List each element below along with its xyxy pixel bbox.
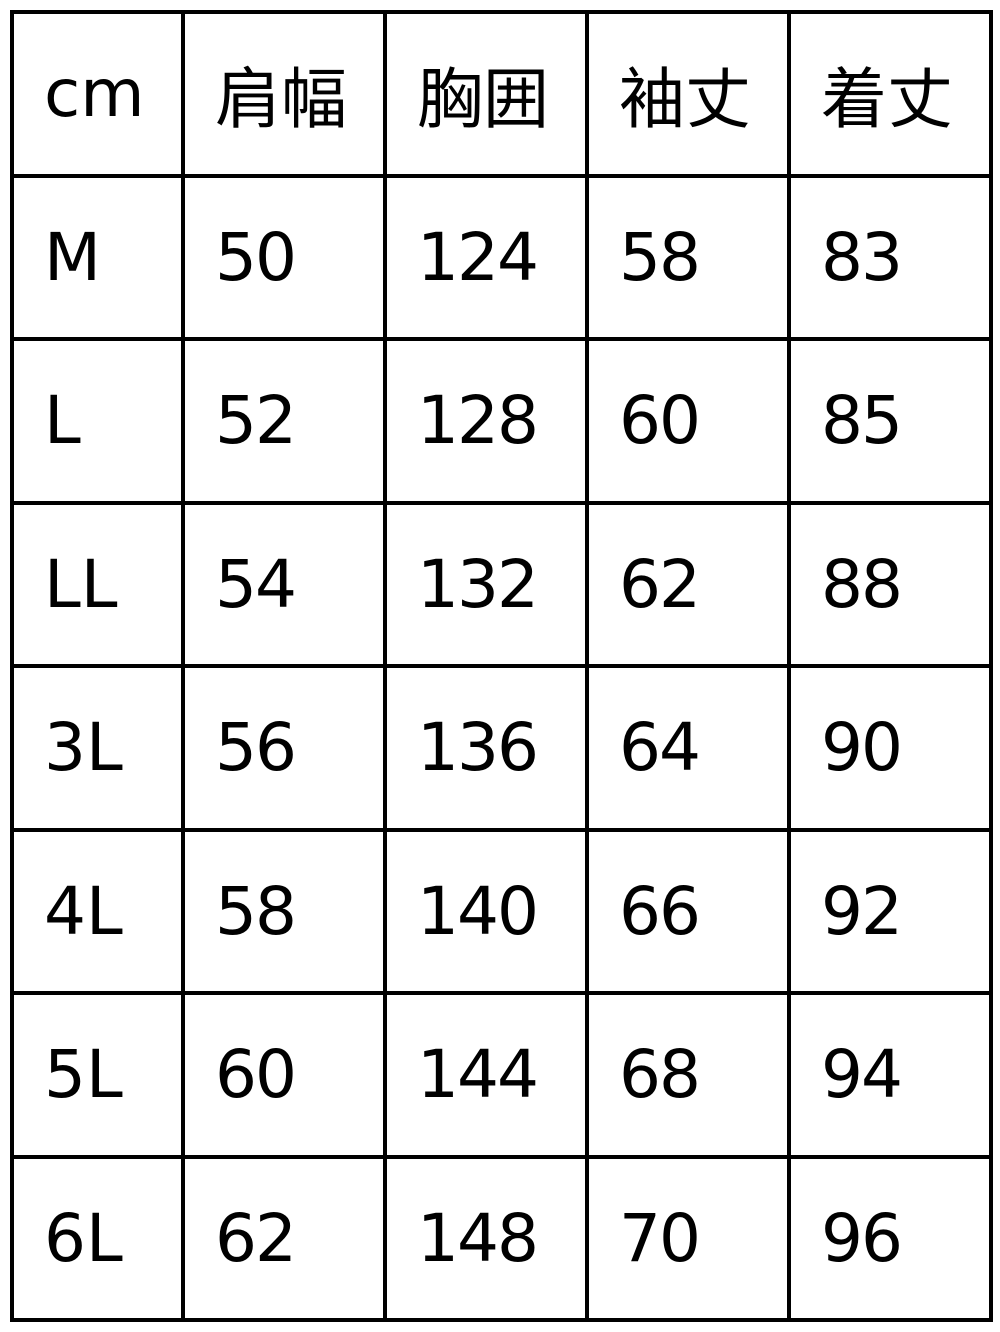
- measurement-cell: 144: [387, 995, 585, 1155]
- size-label-cell: 6L: [14, 1158, 181, 1318]
- size-table: cm 肩幅 胸囲 袖丈 着丈 M 50 124 58 83 L 52 128 60 85 LL 54 132 62 8…: [10, 10, 993, 1322]
- measurement-cell: 124: [387, 177, 585, 337]
- column-header-cell: 袖丈: [589, 14, 787, 174]
- measurement-cell: 58: [589, 177, 787, 337]
- measurement-cell: 62: [185, 1158, 383, 1318]
- size-label-cell: LL: [14, 504, 181, 664]
- measurement-cell: 132: [387, 504, 585, 664]
- measurement-cell: 52: [185, 341, 383, 501]
- measurement-cell: 60: [185, 995, 383, 1155]
- size-label-cell: 3L: [14, 668, 181, 828]
- measurement-cell: 60: [589, 341, 787, 501]
- measurement-cell: 128: [387, 341, 585, 501]
- measurement-cell: 94: [791, 995, 989, 1155]
- column-header-cell: 胸囲: [387, 14, 585, 174]
- measurement-cell: 56: [185, 668, 383, 828]
- column-header-cell: 肩幅: [185, 14, 383, 174]
- measurement-cell: 70: [589, 1158, 787, 1318]
- measurement-cell: 140: [387, 831, 585, 991]
- measurement-cell: 88: [791, 504, 989, 664]
- measurement-cell: 90: [791, 668, 989, 828]
- measurement-cell: 58: [185, 831, 383, 991]
- column-header-cell: 着丈: [791, 14, 989, 174]
- measurement-cell: 148: [387, 1158, 585, 1318]
- size-label-cell: L: [14, 341, 181, 501]
- size-label-cell: 5L: [14, 995, 181, 1155]
- measurement-cell: 62: [589, 504, 787, 664]
- measurement-cell: 54: [185, 504, 383, 664]
- measurement-cell: 50: [185, 177, 383, 337]
- unit-header-cell: cm: [14, 14, 181, 174]
- measurement-cell: 64: [589, 668, 787, 828]
- measurement-cell: 92: [791, 831, 989, 991]
- size-label-cell: M: [14, 177, 181, 337]
- measurement-cell: 85: [791, 341, 989, 501]
- measurement-cell: 83: [791, 177, 989, 337]
- size-label-cell: 4L: [14, 831, 181, 991]
- measurement-cell: 68: [589, 995, 787, 1155]
- measurement-cell: 66: [589, 831, 787, 991]
- measurement-cell: 136: [387, 668, 585, 828]
- measurement-cell: 96: [791, 1158, 989, 1318]
